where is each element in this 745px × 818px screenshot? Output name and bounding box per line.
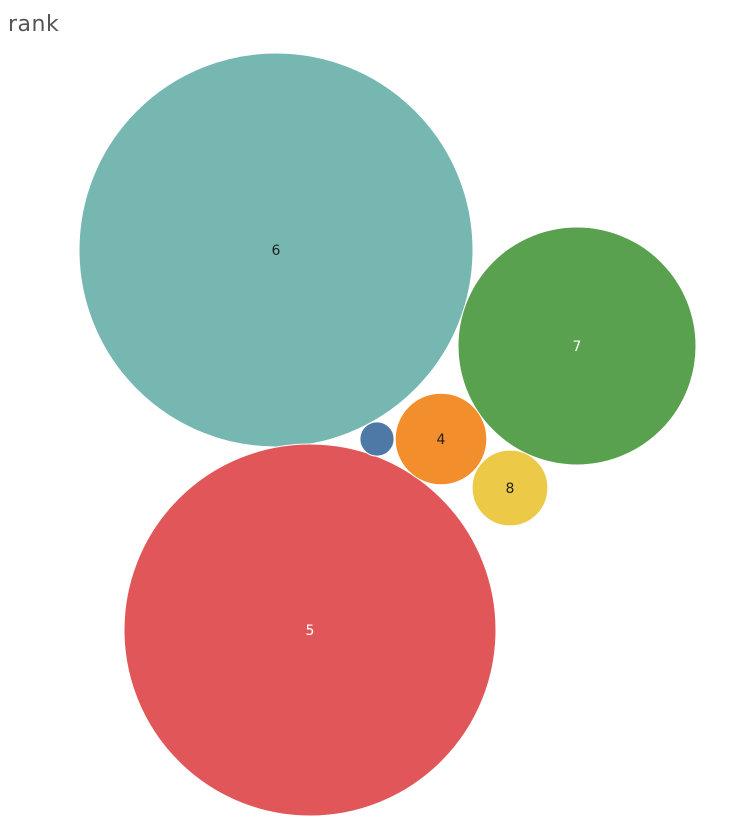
bubble-unlabeled[interactable] <box>359 421 395 457</box>
bubble-label: 5 <box>306 623 315 639</box>
bubble-group: 8 <box>471 449 549 527</box>
bubble-group: 5 <box>123 443 497 817</box>
bubble-group: 7 <box>457 226 697 466</box>
bubble-label: 6 <box>272 243 281 259</box>
bubble-label: 4 <box>437 432 446 448</box>
bubble-7[interactable] <box>457 226 697 466</box>
bubble-group: 6 <box>78 52 474 448</box>
bubble-label: 7 <box>573 339 582 355</box>
bubble-4[interactable] <box>394 392 488 486</box>
bubble-5[interactable] <box>123 443 497 817</box>
bubble-group: 4 <box>394 392 488 486</box>
bubble-8[interactable] <box>471 449 549 527</box>
chart-title: rank <box>8 12 60 37</box>
bubble-group <box>359 421 395 457</box>
bubble-label: 8 <box>506 481 515 497</box>
